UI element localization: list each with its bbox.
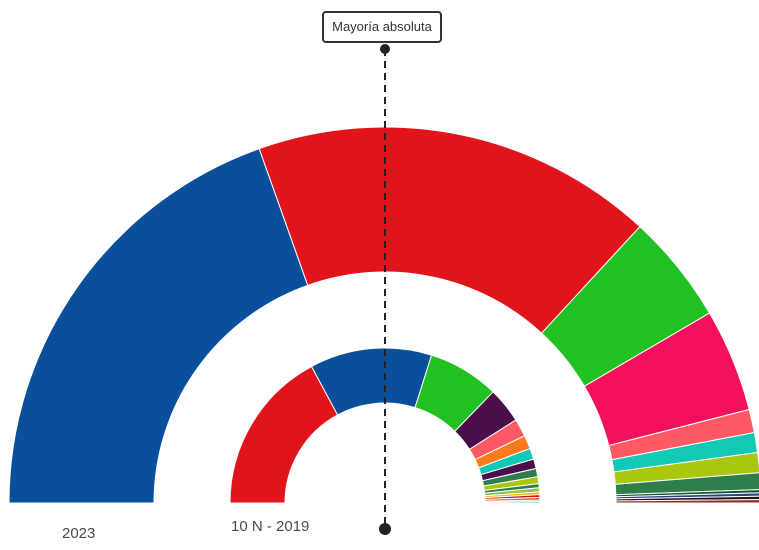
seat-2023-slice-1[interactable] (258, 126, 641, 334)
seat-2023-slice-0[interactable] (8, 148, 309, 504)
majority-tooltip: Mayoría absoluta (322, 11, 442, 43)
seat-2023-slice-11[interactable] (615, 499, 759, 504)
seat-2019-slice-16[interactable] (484, 501, 541, 504)
majority-bottom-dot (379, 523, 391, 535)
chart-2023-ring (8, 126, 759, 504)
chart-label-2023: 2023 (62, 525, 96, 542)
seat-2019-slice-0[interactable] (229, 365, 339, 504)
chart-label-2019: 10 N - 2019 (231, 518, 310, 535)
majority-top-dot (380, 44, 390, 54)
chart-2019-ring (229, 347, 541, 504)
